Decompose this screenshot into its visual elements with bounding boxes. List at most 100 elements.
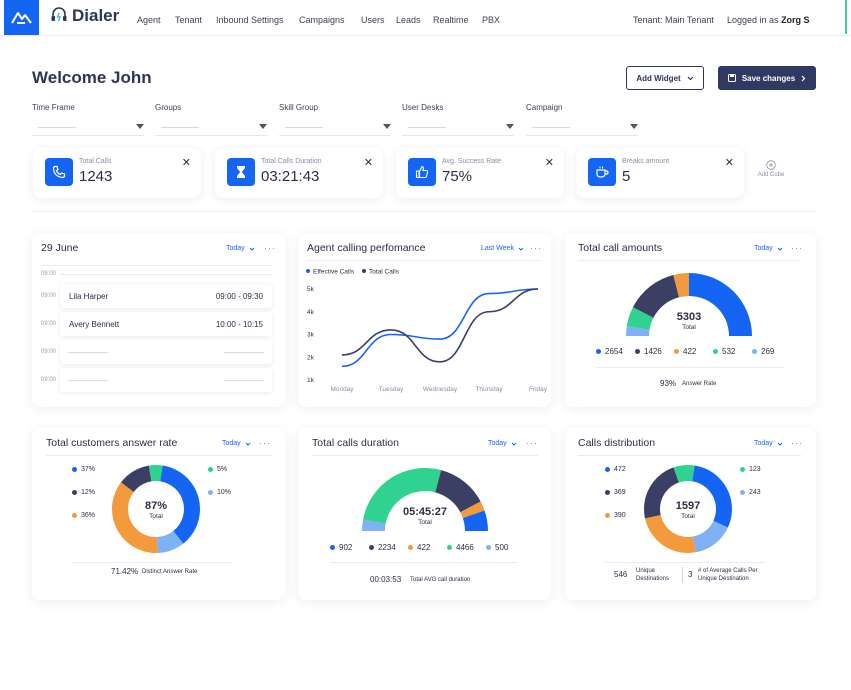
- nav-tenant[interactable]: Tenant: [175, 15, 203, 25]
- nav-pbx[interactable]: PBX: [482, 15, 501, 25]
- kpi-label: Breaks amount: [622, 158, 670, 165]
- nav-agent[interactable]: Agent: [137, 15, 161, 25]
- legend-dot: [72, 466, 77, 472]
- donut-segment: [673, 465, 695, 483]
- time-label: 09:00: [41, 377, 57, 383]
- duration-range-dropdown[interactable]: Today: [488, 440, 517, 447]
- nav-campaigns[interactable]: Campaigns: [299, 15, 345, 25]
- schedule-range-dropdown[interactable]: Today: [226, 245, 255, 252]
- legend-dot: [408, 545, 413, 551]
- gauge-segment: [462, 510, 488, 531]
- more-icon[interactable]: ···: [791, 243, 803, 253]
- save-changes-label: Save changes: [741, 73, 796, 83]
- legend-item: 2654: [596, 347, 635, 356]
- user-name[interactable]: Zorg S: [781, 15, 810, 25]
- close-icon[interactable]: ✕: [544, 157, 554, 169]
- legend-dot: [447, 545, 452, 551]
- legend-dot: [635, 349, 640, 355]
- close-icon[interactable]: ✕: [724, 157, 734, 169]
- filter-groups-select[interactable]: [155, 118, 267, 136]
- coffee-icon: [588, 158, 616, 186]
- schedule-entry[interactable]: Lila Harper 09:00 - 09:30: [60, 284, 272, 308]
- legend-label: Total Calls: [369, 269, 400, 276]
- kpi-avg-success-rate: Avg. Success Rate 75% ✕: [396, 148, 564, 198]
- accent-edge: [845, 0, 847, 34]
- caret-down-icon: [259, 124, 267, 129]
- logo-mark-icon: [11, 12, 32, 24]
- filter-time-frame-select[interactable]: [32, 118, 144, 136]
- distribution-donut: [644, 465, 732, 553]
- legend-dot: [740, 489, 745, 495]
- caret-down-icon: [136, 124, 144, 129]
- legend-value: 2654: [605, 347, 623, 356]
- more-icon[interactable]: ···: [259, 438, 271, 448]
- brand[interactable]: Dialer: [50, 6, 119, 26]
- donut-segment: [121, 465, 152, 492]
- gauge-hole: [386, 492, 464, 570]
- page-title: Welcome John: [32, 68, 152, 87]
- kpi-breaks-amount: Breaks amount 5 ✕: [576, 148, 744, 198]
- chevron-down-icon: [687, 76, 694, 80]
- chevron-down-icon: [511, 442, 517, 446]
- tenant-label[interactable]: Tenant: Main Tenant: [633, 15, 714, 25]
- legend-dot: [362, 269, 366, 273]
- schedule-empty-slot[interactable]: [60, 340, 272, 364]
- answer-rate-label: Answer Rate: [682, 381, 717, 387]
- performance-title: Agent calling perfomance: [307, 242, 426, 254]
- legend-value: 369: [614, 489, 626, 496]
- legend-dot: [596, 349, 601, 355]
- filter-skill-group-select[interactable]: [279, 118, 391, 136]
- legend-item: 472: [605, 466, 626, 489]
- nav-inbound-settings[interactable]: Inbound Settings: [216, 15, 284, 25]
- logo[interactable]: [4, 0, 39, 35]
- save-changes-button[interactable]: Save changes: [718, 66, 816, 90]
- nav-leads[interactable]: Leads: [396, 15, 421, 25]
- distribution-left-legend: 472 369 390: [605, 466, 626, 535]
- time-label: 09:00: [41, 321, 57, 327]
- schedule-entry[interactable]: Avery Bennett 10:00 - 10:15: [60, 312, 272, 336]
- avg-calls-label: # of Average Calls Per Unique Destinatio…: [698, 568, 758, 582]
- donut-segment: [692, 520, 728, 553]
- legend-item: 422: [408, 543, 447, 552]
- schedule-empty-slot[interactable]: [60, 368, 272, 392]
- filter-user-desks-select[interactable]: [402, 118, 514, 136]
- total-amounts-range-dropdown[interactable]: Today: [754, 245, 783, 252]
- legend-value: 472: [614, 466, 626, 473]
- gauge-hole: [650, 297, 728, 375]
- performance-range-dropdown[interactable]: Last Week: [481, 245, 524, 252]
- add-widget-button[interactable]: Add Widget: [626, 66, 704, 90]
- close-icon[interactable]: ✕: [181, 157, 191, 169]
- distinct-answer-rate-value: 71.42%: [111, 567, 139, 576]
- duration-title: Total calls duration: [312, 437, 399, 449]
- range-label: Today: [754, 440, 773, 447]
- add-cube-button[interactable]: Add Cube: [754, 160, 788, 178]
- more-icon[interactable]: ···: [526, 438, 538, 448]
- duration-legend: 902 2234 422 4466 500: [330, 543, 530, 552]
- answer-rate-title: Total customers answer rate: [46, 437, 178, 449]
- more-icon[interactable]: ···: [791, 438, 803, 448]
- nav-realtime[interactable]: Realtime: [433, 15, 469, 25]
- total-amounts-gauge: [626, 273, 752, 375]
- legend-value: 390: [614, 512, 626, 519]
- chevron-down-icon: [518, 247, 524, 251]
- chevron-down-icon: [777, 442, 783, 446]
- legend-item: 532: [713, 347, 752, 356]
- close-icon[interactable]: ✕: [363, 157, 373, 169]
- legend-item: 390: [605, 512, 626, 535]
- logged-in-prefix: Logged in as: [727, 15, 779, 25]
- more-icon[interactable]: ···: [264, 243, 276, 253]
- distribution-range-dropdown[interactable]: Today: [754, 440, 783, 447]
- nav-users[interactable]: Users: [361, 15, 385, 25]
- x-tick-label: Thursday: [475, 386, 503, 393]
- filter-campaign-select[interactable]: [526, 118, 638, 136]
- answer-rate-range-dropdown[interactable]: Today: [222, 440, 251, 447]
- more-icon[interactable]: ···: [530, 243, 542, 253]
- x-tick-label: Tuesday: [379, 386, 404, 393]
- donut-segment: [148, 465, 163, 482]
- divider: [46, 455, 272, 456]
- legend-value: 902: [339, 543, 353, 552]
- legend-item: 902: [330, 543, 369, 552]
- chevron-right-icon: [801, 75, 806, 81]
- legend-value: 37%: [81, 466, 96, 473]
- distribution-right-legend: 123 243: [740, 466, 761, 512]
